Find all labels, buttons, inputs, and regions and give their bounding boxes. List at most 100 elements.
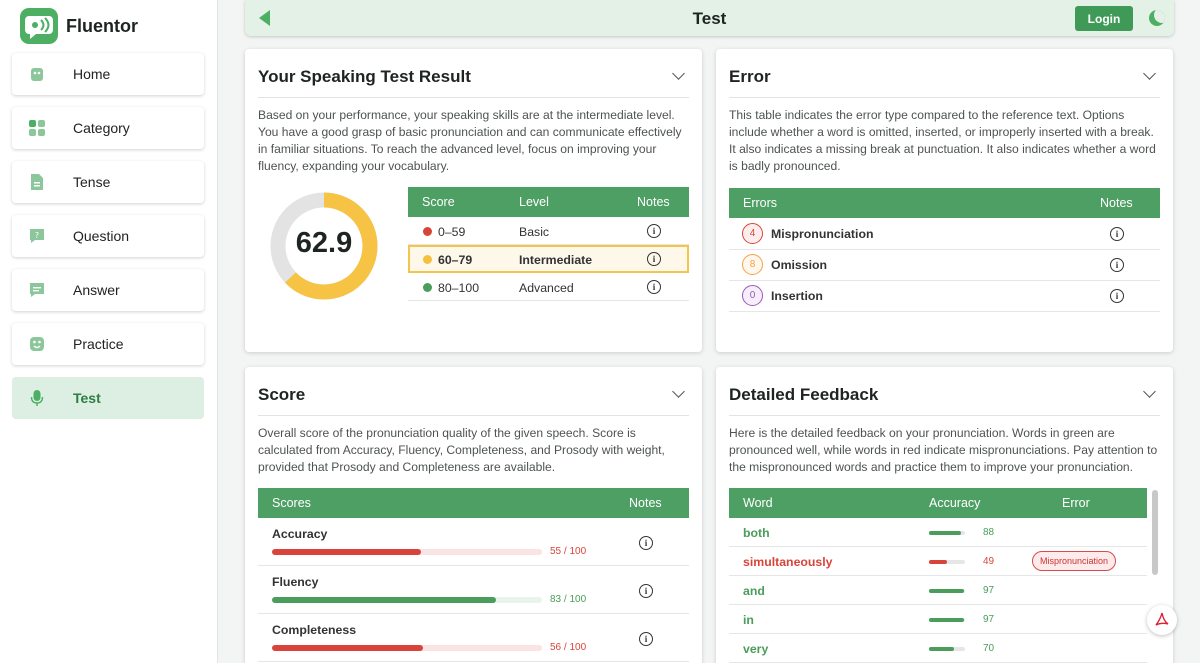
info-icon[interactable]: i	[639, 584, 653, 598]
error-row-mispronunciation: 4 Mispronunciation i	[729, 219, 1160, 250]
accuracy-bar-track	[929, 647, 965, 651]
level-range: 60–79	[438, 253, 473, 267]
info-icon[interactable]: i	[647, 224, 661, 238]
sidebar-item-label: Answer	[73, 282, 120, 298]
accuracy-bar-track	[929, 618, 965, 622]
column-header-errors: Errors	[743, 196, 778, 210]
level-color-dot	[423, 283, 432, 292]
feedback-scrollbar[interactable]	[1152, 490, 1158, 575]
score-row-fluency: Fluency 83 / 100 i	[258, 566, 689, 614]
score-label: Accuracy	[272, 527, 328, 541]
score-value-text: 83 / 100	[550, 594, 587, 605]
chevron-down-icon[interactable]	[1143, 385, 1156, 398]
sidebar-nav: Home Category Tense ? Question Answer Pr…	[12, 53, 204, 431]
sidebar-item-question[interactable]: ? Question	[12, 215, 204, 257]
feedback-row: in 97	[729, 605, 1147, 634]
chevron-down-icon[interactable]	[1143, 67, 1156, 80]
error-description: This table indicates the error type comp…	[729, 108, 1156, 173]
score-bar-fill	[272, 645, 424, 651]
info-icon[interactable]: i	[647, 252, 661, 266]
answer-bubble-icon	[30, 283, 44, 297]
accuracy-bar-fill	[929, 647, 955, 651]
feedback-table-header: Word Accuracy Error	[729, 488, 1147, 518]
sidebar-item-home[interactable]: Home	[12, 53, 204, 95]
error-card: Error This table indicates the error typ…	[716, 49, 1173, 352]
column-header-error: Error	[1062, 496, 1090, 510]
brand[interactable]: Fluentor	[20, 8, 138, 44]
sidebar-item-test[interactable]: Test	[12, 377, 204, 419]
info-icon[interactable]: i	[647, 280, 661, 294]
error-card-header: Error	[729, 49, 1160, 98]
question-bubble-icon: ?	[30, 229, 44, 243]
info-icon[interactable]: i	[639, 536, 653, 550]
feedback-row: and 97	[729, 576, 1147, 605]
moon-theme-toggle-icon[interactable]	[1149, 10, 1165, 26]
score-bar-track	[272, 645, 542, 651]
accuracy-bar-track	[929, 589, 965, 593]
score-row-accuracy: Accuracy 55 / 100 i	[258, 518, 689, 566]
level-row-intermediate: 60–79 Intermediate i	[408, 245, 689, 273]
feedback-row: very 70	[729, 634, 1147, 663]
level-name: Basic	[519, 225, 550, 239]
error-count-badge: 0	[742, 285, 763, 306]
score-card-title: Score	[258, 385, 306, 404]
error-badge[interactable]: Mispronunciation	[1032, 551, 1117, 571]
accuracy-bar-fill	[929, 560, 947, 564]
chevron-down-icon[interactable]	[672, 385, 685, 398]
column-header-word: Word	[743, 496, 773, 510]
home-icon	[31, 68, 43, 81]
error-type-label: Omission	[771, 258, 828, 272]
feedback-card-title: Detailed Feedback	[729, 385, 879, 404]
pdf-export-icon[interactable]	[1147, 605, 1177, 635]
level-name: Intermediate	[519, 253, 593, 267]
sidebar-item-label: Question	[73, 228, 130, 244]
level-row-basic: 0–59 Basic i	[408, 217, 689, 245]
accuracy-value-text: 97	[983, 614, 995, 625]
login-button[interactable]: Login	[1075, 6, 1133, 31]
level-color-dot	[423, 255, 432, 264]
sidebar-item-tense[interactable]: Tense	[12, 161, 204, 203]
score-bar-fill	[272, 597, 497, 603]
app-name: Fluentor	[66, 15, 138, 36]
sidebar-item-practice[interactable]: Practice	[12, 323, 204, 365]
column-header-notes: Notes	[637, 195, 670, 209]
feedback-word: very	[743, 642, 769, 656]
back-arrow-icon[interactable]	[259, 10, 270, 26]
error-row-insertion: 0 Insertion i	[729, 281, 1160, 312]
sidebar-item-label: Test	[73, 390, 101, 406]
accuracy-value-text: 88	[983, 527, 995, 538]
feedback-row: simultaneously 49 Mispronunciation	[729, 547, 1147, 576]
feedback-row: both 88	[729, 518, 1147, 547]
info-icon[interactable]: i	[1110, 258, 1124, 272]
feedback-card-header: Detailed Feedback	[729, 367, 1160, 416]
info-icon[interactable]: i	[639, 632, 653, 646]
feedback-word: both	[743, 526, 770, 540]
level-name: Advanced	[519, 281, 574, 295]
document-icon	[31, 174, 43, 190]
speech-bubble-logo-icon	[20, 8, 58, 44]
score-table-header: Scores Notes	[258, 488, 689, 518]
chevron-down-icon[interactable]	[672, 67, 685, 80]
score-bar-track	[272, 597, 542, 603]
grid-icon	[29, 120, 45, 136]
sidebar-item-answer[interactable]: Answer	[12, 269, 204, 311]
accuracy-bar-fill	[929, 589, 964, 593]
feedback-card: Detailed Feedback Here is the detailed f…	[716, 367, 1173, 663]
error-count-badge: 4	[742, 223, 763, 244]
score-bar-track	[272, 549, 542, 555]
info-icon[interactable]: i	[1110, 227, 1124, 241]
error-table-header: Errors Notes	[729, 188, 1160, 218]
column-header-notes: Notes	[629, 496, 662, 510]
score-gauge	[270, 192, 378, 300]
column-header-scores: Scores	[272, 496, 311, 510]
sidebar-item-category[interactable]: Category	[12, 107, 204, 149]
level-color-dot	[423, 227, 432, 236]
feedback-word: in	[743, 613, 754, 627]
score-value-text: 56 / 100	[550, 642, 587, 653]
level-range: 0–59	[438, 225, 466, 239]
info-icon[interactable]: i	[1110, 289, 1124, 303]
feedback-description: Here is the detailed feedback on your pr…	[729, 426, 1158, 474]
accuracy-bar-fill	[929, 618, 964, 622]
error-type-label: Insertion	[771, 289, 823, 303]
score-bar-fill	[272, 549, 421, 555]
